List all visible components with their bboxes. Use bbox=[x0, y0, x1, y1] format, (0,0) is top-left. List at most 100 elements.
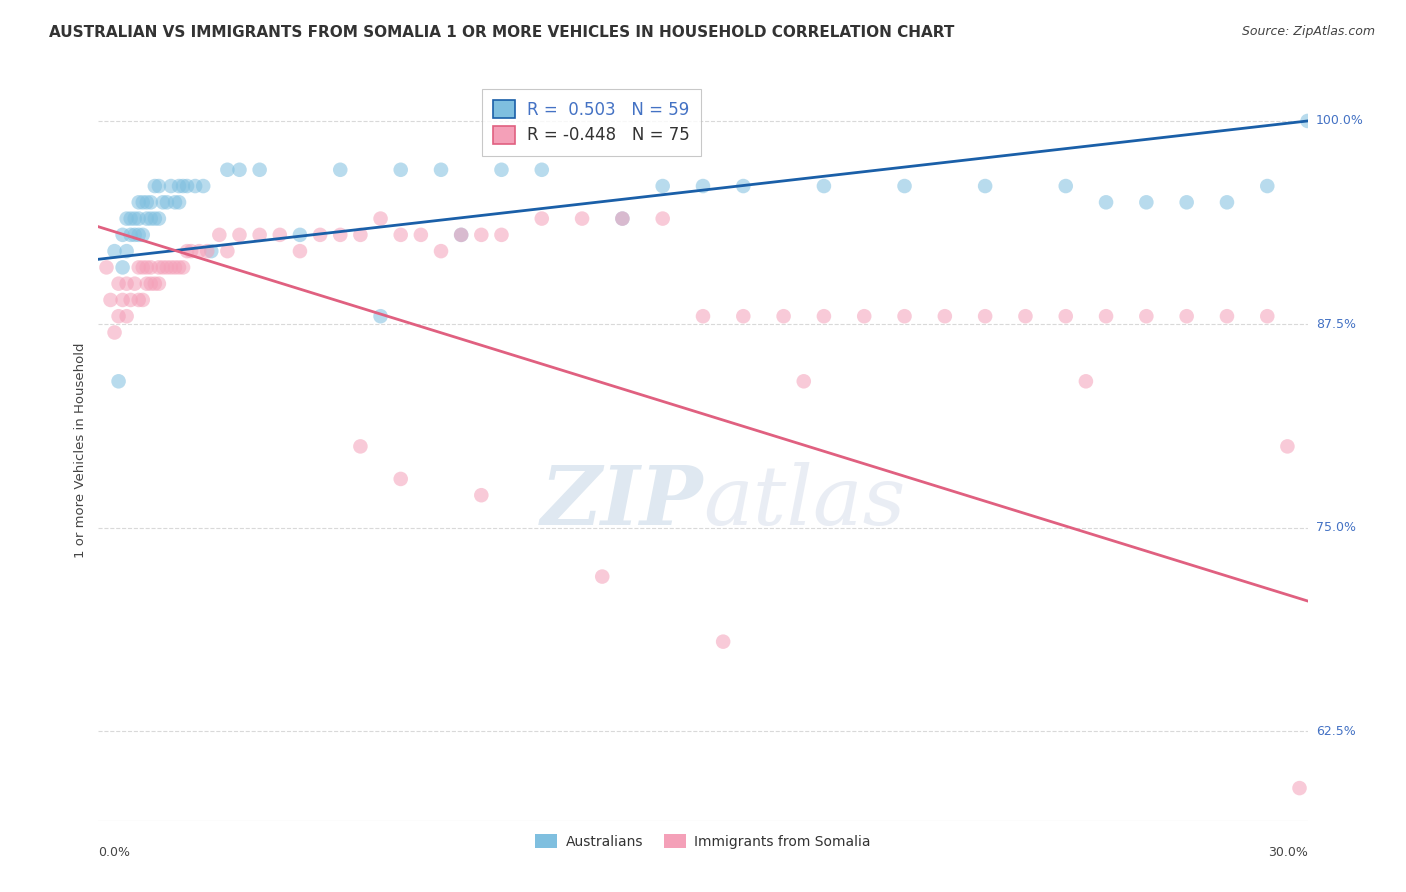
Point bbox=[111, 293, 134, 307]
Point bbox=[228, 162, 250, 177]
Point bbox=[156, 260, 179, 275]
Point bbox=[1216, 195, 1239, 210]
Point bbox=[148, 179, 170, 194]
Point bbox=[120, 211, 142, 226]
Point bbox=[1256, 179, 1278, 194]
Point bbox=[1175, 310, 1198, 324]
Point bbox=[491, 162, 513, 177]
Text: 75.0%: 75.0% bbox=[1316, 521, 1355, 534]
Point bbox=[128, 211, 150, 226]
Point bbox=[813, 179, 835, 194]
Point bbox=[853, 310, 876, 324]
Point bbox=[269, 227, 291, 242]
Point bbox=[793, 374, 815, 388]
Point bbox=[139, 277, 162, 291]
Point bbox=[389, 227, 412, 242]
Point bbox=[470, 488, 492, 502]
Point bbox=[128, 293, 150, 307]
Point bbox=[1095, 195, 1118, 210]
Point bbox=[430, 244, 453, 259]
Point bbox=[530, 211, 553, 226]
Point bbox=[176, 244, 198, 259]
Point bbox=[1216, 310, 1239, 324]
Text: 87.5%: 87.5% bbox=[1316, 318, 1355, 331]
Point bbox=[1054, 310, 1077, 324]
Point bbox=[107, 277, 129, 291]
Point bbox=[612, 211, 634, 226]
Text: ZIP: ZIP bbox=[540, 462, 703, 542]
Point bbox=[100, 293, 122, 307]
Point bbox=[96, 260, 118, 275]
Point bbox=[208, 227, 231, 242]
Point bbox=[143, 179, 166, 194]
Point bbox=[217, 162, 239, 177]
Point bbox=[156, 195, 179, 210]
Point bbox=[711, 634, 734, 648]
Point bbox=[139, 260, 162, 275]
Point bbox=[409, 227, 432, 242]
Point bbox=[148, 211, 170, 226]
Point bbox=[103, 326, 125, 340]
Point bbox=[160, 179, 183, 194]
Point bbox=[167, 179, 190, 194]
Point bbox=[172, 179, 194, 194]
Point bbox=[651, 211, 673, 226]
Point bbox=[772, 310, 794, 324]
Point bbox=[163, 260, 186, 275]
Point bbox=[733, 179, 755, 194]
Point bbox=[470, 227, 492, 242]
Text: atlas: atlas bbox=[703, 462, 905, 542]
Point bbox=[115, 310, 138, 324]
Point bbox=[571, 211, 593, 226]
Point bbox=[1074, 374, 1097, 388]
Point bbox=[132, 293, 155, 307]
Y-axis label: 1 or more Vehicles in Household: 1 or more Vehicles in Household bbox=[75, 343, 87, 558]
Point bbox=[143, 211, 166, 226]
Point bbox=[651, 179, 673, 194]
Point bbox=[188, 244, 211, 259]
Point bbox=[491, 227, 513, 242]
Point bbox=[349, 439, 371, 453]
Point bbox=[591, 569, 613, 583]
Point bbox=[1014, 310, 1036, 324]
Text: 30.0%: 30.0% bbox=[1268, 846, 1308, 859]
Point bbox=[128, 260, 150, 275]
Point bbox=[132, 227, 155, 242]
Point bbox=[115, 244, 138, 259]
Point bbox=[193, 179, 215, 194]
Point bbox=[143, 277, 166, 291]
Point bbox=[148, 260, 170, 275]
Point bbox=[217, 244, 239, 259]
Point bbox=[128, 227, 150, 242]
Text: AUSTRALIAN VS IMMIGRANTS FROM SOMALIA 1 OR MORE VEHICLES IN HOUSEHOLD CORRELATIO: AUSTRALIAN VS IMMIGRANTS FROM SOMALIA 1 … bbox=[49, 25, 955, 40]
Point bbox=[370, 310, 392, 324]
Point bbox=[1135, 195, 1157, 210]
Point bbox=[135, 211, 157, 226]
Point bbox=[934, 310, 956, 324]
Point bbox=[329, 162, 352, 177]
Point bbox=[692, 310, 714, 324]
Text: 62.5%: 62.5% bbox=[1316, 724, 1355, 738]
Point bbox=[107, 310, 129, 324]
Point bbox=[249, 162, 271, 177]
Point bbox=[152, 195, 174, 210]
Point bbox=[111, 260, 134, 275]
Point bbox=[530, 162, 553, 177]
Point bbox=[120, 293, 142, 307]
Point bbox=[612, 211, 634, 226]
Point bbox=[184, 179, 207, 194]
Point bbox=[115, 211, 138, 226]
Point bbox=[389, 162, 412, 177]
Point bbox=[148, 277, 170, 291]
Point bbox=[135, 260, 157, 275]
Text: Source: ZipAtlas.com: Source: ZipAtlas.com bbox=[1241, 25, 1375, 38]
Point bbox=[180, 244, 202, 259]
Point bbox=[107, 374, 129, 388]
Point bbox=[160, 260, 183, 275]
Point bbox=[349, 227, 371, 242]
Point bbox=[329, 227, 352, 242]
Point bbox=[200, 244, 222, 259]
Point bbox=[152, 260, 174, 275]
Point bbox=[176, 179, 198, 194]
Point bbox=[893, 310, 915, 324]
